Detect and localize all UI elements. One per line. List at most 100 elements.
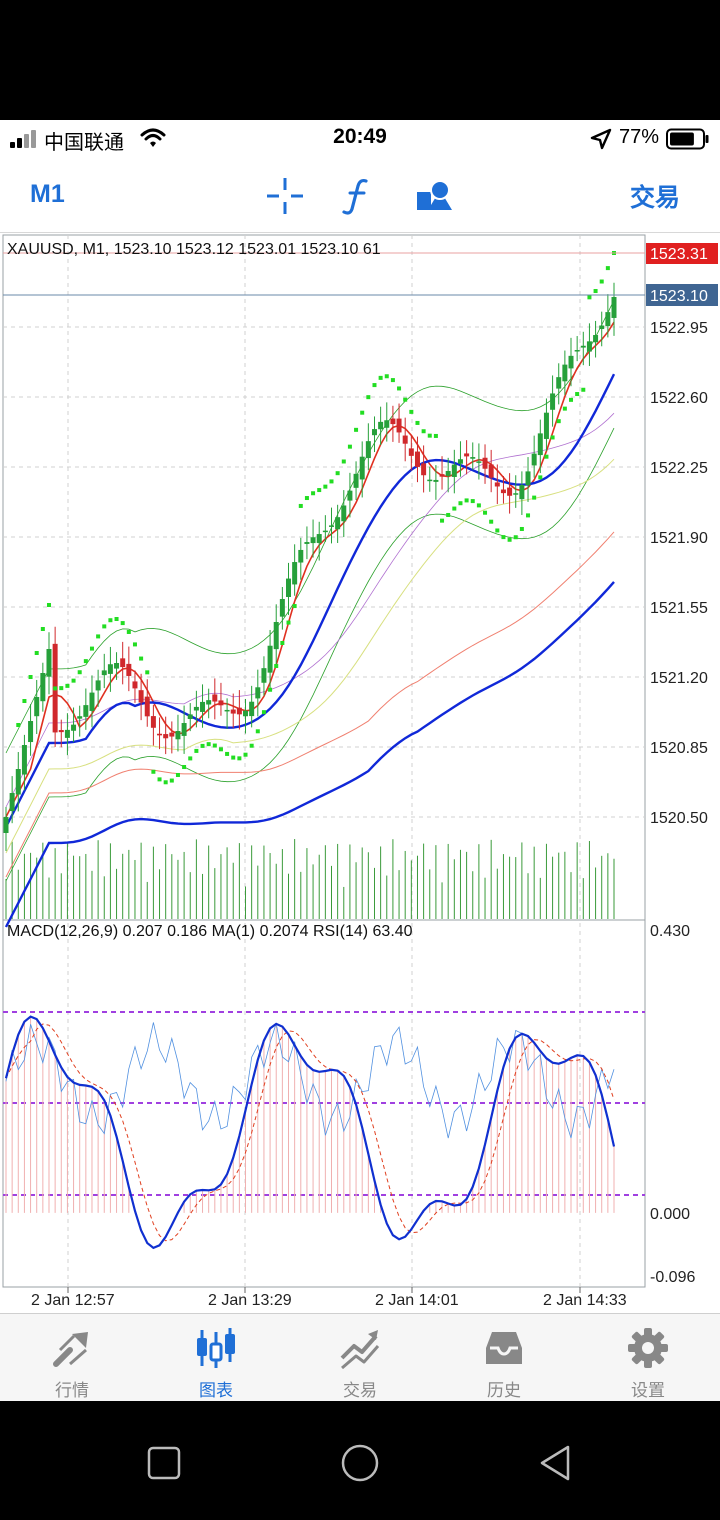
sar-dot	[108, 618, 113, 623]
sar-dot	[175, 772, 180, 777]
sar-dot	[188, 756, 193, 761]
crosshair-icon[interactable]	[265, 176, 305, 216]
back-icon[interactable]	[536, 1443, 576, 1483]
history-icon	[486, 1332, 522, 1364]
sar-dot	[261, 710, 266, 715]
sar-dot	[200, 743, 205, 748]
candle-body	[279, 598, 285, 617]
candle-body	[298, 549, 304, 563]
sar-dot	[329, 479, 334, 484]
tab-quotes[interactable]: 行情	[0, 1314, 144, 1402]
candle-body	[310, 537, 316, 544]
sar-dot	[46, 603, 51, 607]
sar-dot	[77, 670, 82, 675]
candle-body	[451, 464, 457, 477]
tab-settings[interactable]: 设置	[576, 1314, 720, 1402]
sar-dot	[163, 780, 168, 785]
candle-body	[519, 484, 525, 500]
candle-body	[568, 355, 574, 369]
candle-body	[322, 530, 328, 533]
candle-body	[500, 489, 506, 494]
time-tick: 2 Jan 12:57	[31, 1292, 115, 1309]
candle-body	[157, 733, 163, 736]
candle-body	[21, 745, 27, 775]
candle-body	[421, 463, 427, 476]
candle-body	[3, 817, 9, 833]
bid-price: 1523.10	[650, 288, 708, 305]
candle-body	[378, 421, 384, 430]
sar-dot	[225, 751, 230, 756]
function-icon[interactable]	[338, 176, 378, 216]
candle-body	[537, 433, 543, 456]
candle-body	[470, 457, 476, 459]
sar-dot	[501, 535, 506, 540]
tab-label: 行情	[55, 1381, 89, 1400]
candle-body	[64, 729, 70, 738]
trade-button[interactable]: 交易	[630, 184, 681, 212]
tab-history[interactable]: 历史	[432, 1314, 576, 1402]
price-tick: 1522.95	[650, 320, 708, 337]
sar-dot	[360, 410, 365, 415]
sar-dot	[593, 289, 598, 294]
tab-label: 交易	[343, 1381, 377, 1400]
tab-trade[interactable]: 交易	[288, 1314, 432, 1402]
candle-body	[193, 706, 199, 711]
sar-dot	[538, 475, 543, 480]
indicator-axis: 0.430 0.000 -0.096	[650, 923, 695, 1286]
sar-dot	[587, 295, 592, 300]
price-tick: 1520.50	[650, 810, 708, 827]
candle-body	[120, 658, 126, 668]
sar-dot	[354, 427, 359, 432]
candle-body	[531, 453, 537, 466]
recent-apps-icon[interactable]	[144, 1443, 184, 1483]
candle-body	[243, 710, 249, 717]
sar-dot	[569, 397, 574, 402]
sar-dot	[139, 656, 144, 661]
candle-body	[433, 479, 439, 482]
sar-dot	[126, 629, 131, 634]
candle-body	[353, 473, 359, 488]
objects-icon[interactable]	[414, 176, 454, 216]
candle-body	[224, 709, 230, 712]
ma-slow	[4, 581, 615, 928]
candle-body	[365, 441, 371, 459]
candlesticks	[3, 282, 617, 851]
candle-body	[550, 393, 556, 410]
candle-body	[384, 420, 390, 428]
ma-fast	[5, 321, 615, 818]
bollinger-upper	[5, 299, 615, 754]
indicator-tick: 0.430	[650, 923, 690, 940]
ask-price: 1523.31	[650, 246, 708, 263]
tab-chart[interactable]: 图表	[144, 1314, 288, 1402]
candle-body	[212, 694, 218, 702]
chart-area[interactable]: XAUUSD, M1, 1523.10 1523.12 1523.01 1523…	[0, 233, 720, 1313]
sar-dot	[433, 433, 438, 438]
candle-body	[574, 350, 580, 352]
sar-dot	[194, 748, 199, 753]
candle-body	[132, 681, 138, 689]
carrier-name: 中国联通	[44, 132, 124, 154]
sar-dot	[237, 756, 242, 761]
bollinger-lower	[5, 427, 615, 882]
location-arrow-icon	[590, 128, 612, 150]
candle-body	[359, 456, 365, 480]
sar-dot	[243, 752, 248, 757]
time-tick: 2 Jan 13:29	[208, 1292, 292, 1309]
sar-dot	[526, 513, 531, 518]
sar-dot	[89, 646, 94, 651]
sar-dot	[249, 743, 254, 748]
candle-body	[525, 471, 531, 486]
chart-icon	[197, 1328, 235, 1368]
sar-dot	[476, 503, 481, 508]
sar-dot	[427, 433, 432, 438]
timeframe-button[interactable]: M1	[30, 180, 65, 208]
price-chart[interactable]: XAUUSD, M1, 1523.10 1523.12 1523.01 1523…	[0, 233, 720, 1313]
sar-dot	[255, 729, 260, 734]
home-icon[interactable]	[340, 1443, 380, 1483]
candle-body	[150, 716, 156, 728]
sar-dot	[169, 778, 174, 783]
quotes-icon	[53, 1332, 88, 1367]
candle-body	[402, 435, 408, 444]
trade-icon	[340, 1330, 380, 1370]
sar-dot	[581, 387, 586, 392]
